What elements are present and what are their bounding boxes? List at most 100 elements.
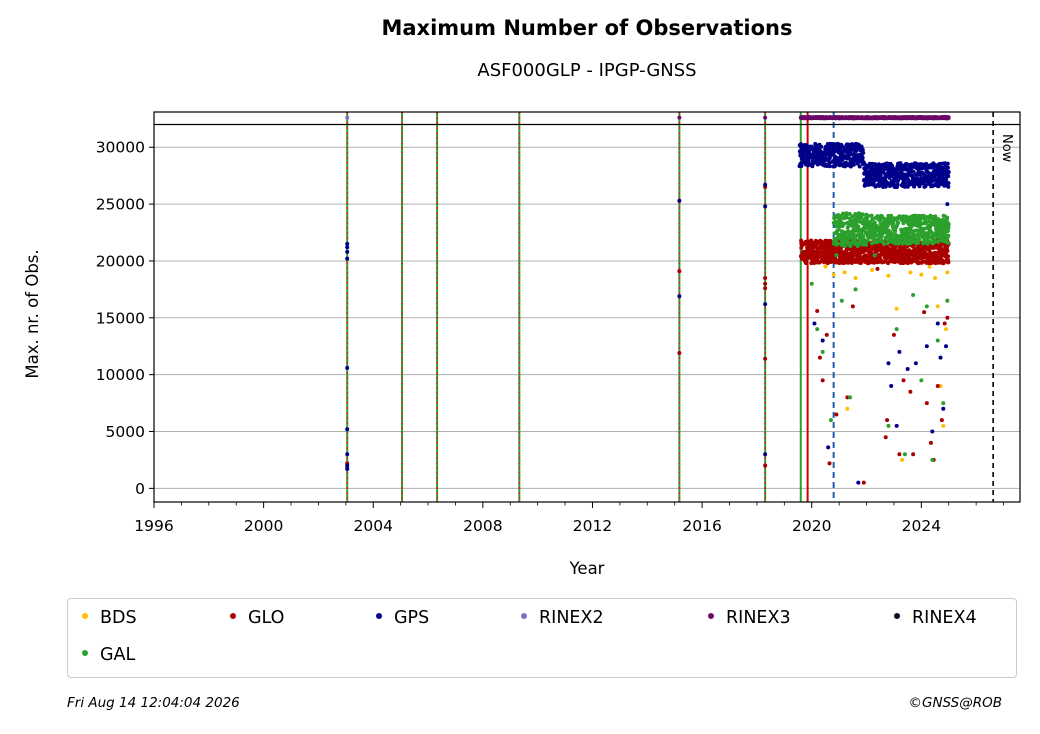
glo-data-point	[817, 355, 822, 360]
gps-data-point	[763, 452, 768, 457]
gps-range-point	[911, 169, 916, 174]
legend-entry-glo: GLO	[230, 607, 284, 629]
gps-data-point	[941, 406, 946, 411]
gps-data-point	[345, 245, 350, 250]
vertical-markers	[346, 112, 835, 502]
gps-range-point	[851, 162, 856, 167]
bds-data-point	[938, 384, 943, 389]
gps-data-point	[677, 198, 682, 203]
gps-range-point	[819, 144, 824, 149]
gal-range-point	[946, 222, 951, 227]
gal-range-point	[893, 228, 898, 233]
gps-range-point	[912, 184, 917, 189]
glo-data-point	[891, 332, 896, 337]
gps-data-point	[945, 202, 950, 207]
glo-data-point	[850, 304, 855, 309]
legend-marker-glo	[230, 613, 236, 619]
y-tick-label: 20000	[96, 252, 145, 270]
gal-range-point	[945, 215, 950, 220]
gal-range-point	[911, 232, 916, 237]
glo-data-point	[939, 418, 944, 423]
gps-range-point	[946, 184, 951, 189]
gps-data-point	[905, 366, 910, 371]
gal-data-point	[848, 395, 853, 400]
gal-range-point	[946, 233, 951, 238]
gal-range-point	[866, 213, 871, 218]
legend-marker-gps	[376, 613, 382, 619]
glo-data-point	[763, 356, 768, 361]
x-tick-label: 2004	[354, 517, 393, 535]
legend-entry-rinex4: RINEX4	[894, 607, 977, 629]
glo-range-point	[874, 249, 879, 254]
gal-range-point	[869, 213, 874, 218]
gal-data-point	[839, 298, 844, 303]
y-tick-label: 5000	[106, 423, 145, 441]
glo-data-point	[945, 315, 950, 320]
bds-data-point	[919, 272, 924, 277]
gal-range-point	[865, 238, 870, 243]
gps-data-point	[935, 321, 940, 326]
gal-range-point	[875, 237, 880, 242]
rinex3-data-point	[763, 115, 768, 120]
glo-data-point	[763, 463, 768, 468]
glo-data-point	[908, 389, 913, 394]
gal-range-point	[946, 241, 951, 246]
glo-data-point	[820, 378, 825, 383]
gal-range-point	[882, 241, 887, 246]
gal-range-point	[933, 214, 938, 219]
gps-data-point	[894, 423, 899, 428]
y-tick-label: 25000	[96, 196, 145, 214]
bds-data-point	[823, 264, 828, 269]
legend-marker-gal	[82, 650, 88, 656]
glo-data-point	[815, 308, 820, 313]
legend-marker-rinex4	[894, 613, 900, 619]
now-label: Now	[999, 134, 1014, 163]
gps-range-point	[946, 181, 951, 186]
glo-range-point	[937, 247, 942, 252]
legend: BDS GLO GPS RINEX2 RINEX3 RINEX4 GAL	[67, 598, 1017, 678]
bds-data-point	[900, 457, 905, 462]
reference-lines	[154, 112, 1020, 502]
glo-range-point	[804, 261, 809, 266]
gps-range-point	[945, 165, 950, 170]
glo-range-point	[935, 254, 940, 259]
gps-data-point	[345, 452, 350, 457]
x-tick-label: 1996	[134, 517, 173, 535]
gps-range-point	[883, 174, 888, 179]
glo-data-point	[897, 452, 902, 457]
gal-data-point	[919, 378, 924, 383]
gal-data-point	[894, 327, 899, 332]
gps-range-point	[861, 160, 866, 165]
gps-data-point	[930, 429, 935, 434]
glo-range-point	[946, 260, 951, 265]
gal-data-point	[853, 287, 858, 292]
gal-data-point	[886, 423, 891, 428]
glo-data-point	[942, 321, 947, 326]
bds-data-point	[941, 423, 946, 428]
gal-data-point	[815, 327, 820, 332]
gal-data-point	[911, 293, 916, 298]
gps-range-point	[945, 161, 950, 166]
gal-data-point	[872, 253, 877, 258]
gps-data-point	[345, 463, 350, 468]
gal-data-point	[809, 281, 814, 286]
x-tick-label: 2024	[902, 517, 941, 535]
gal-data-point	[902, 452, 907, 457]
gps-range-point	[860, 147, 865, 152]
glo-range-point	[815, 246, 820, 251]
gps-data-point	[345, 256, 350, 261]
legend-entry-bds: BDS	[82, 607, 137, 629]
glo-data-point	[861, 480, 866, 485]
gps-range-point	[910, 173, 915, 178]
bds-data-point	[853, 276, 858, 281]
bds-data-point	[908, 270, 913, 275]
gps-range-point	[827, 164, 832, 169]
gps-range-point	[946, 169, 951, 174]
legend-label-rinex2: RINEX2	[539, 608, 604, 628]
bds-data-point	[842, 270, 847, 275]
bds-data-point	[935, 304, 940, 309]
gps-data-point	[345, 365, 350, 370]
gal-data-point	[945, 298, 950, 303]
gps-range-point	[801, 151, 806, 156]
